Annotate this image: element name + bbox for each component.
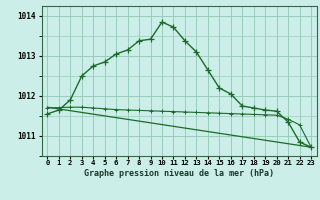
X-axis label: Graphe pression niveau de la mer (hPa): Graphe pression niveau de la mer (hPa) [84,169,274,178]
